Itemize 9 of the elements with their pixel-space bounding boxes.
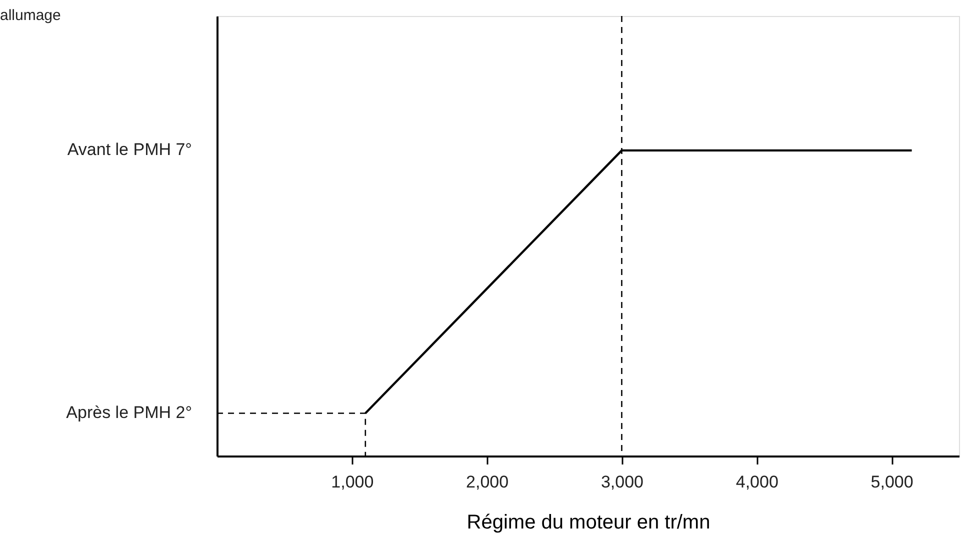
x-tick-label: 4,000: [736, 472, 778, 492]
x-tick-label: 3,000: [600, 472, 644, 492]
x-tick-label: 2,000: [466, 472, 509, 492]
x-tick-label: 1,000: [331, 472, 374, 492]
x-tick-label: 5,000: [870, 472, 914, 492]
text: Après le PMH 2°: [66, 403, 192, 422]
x-axis-title: Régime du moteur en tr/mn: [466, 512, 710, 534]
text: Avant le PMH 7°: [67, 140, 192, 159]
text: allumage: [0, 7, 61, 24]
